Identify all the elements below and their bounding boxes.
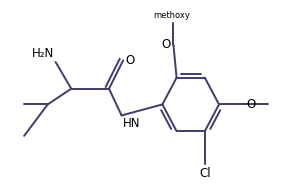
Text: methoxy: methoxy bbox=[153, 11, 190, 20]
Text: O: O bbox=[126, 54, 135, 67]
Text: HN: HN bbox=[123, 117, 141, 130]
Text: H₂N: H₂N bbox=[32, 47, 54, 60]
Text: Cl: Cl bbox=[199, 167, 211, 180]
Text: O: O bbox=[162, 38, 171, 51]
Text: O: O bbox=[247, 98, 256, 111]
